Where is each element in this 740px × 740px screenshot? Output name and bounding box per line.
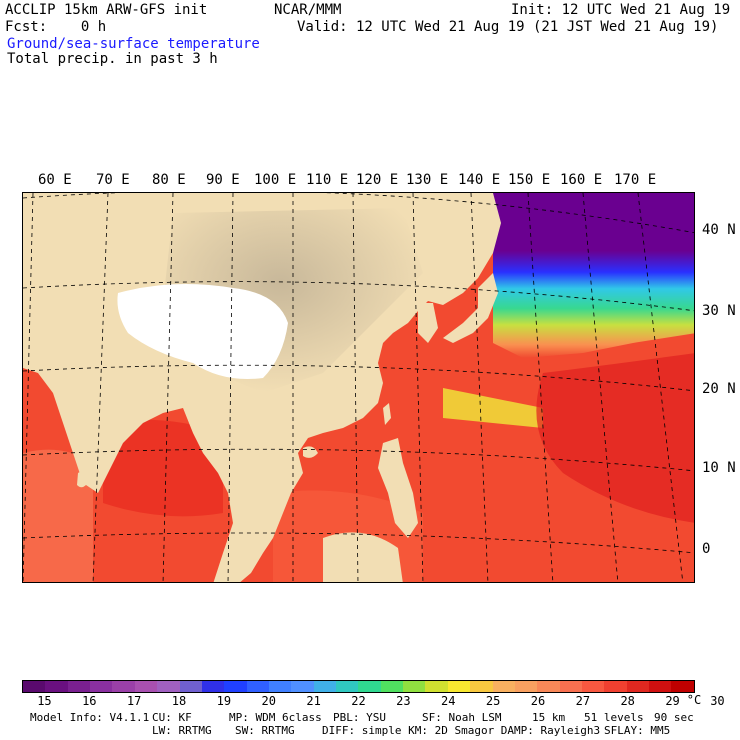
colorbar-swatch [671,681,693,692]
colorbar-tick-label: 29 [665,694,679,708]
footer-timestep: 90 sec [654,711,694,724]
latitude-label: 30 N [702,303,736,319]
longitude-label: 120 E [356,172,398,188]
colorbar-swatch [381,681,403,692]
colorbar-swatch [470,681,492,692]
colorbar-tick-label: 24 [441,694,455,708]
footer-levels: 51 levels [584,711,644,724]
colorbar-swatch [627,681,649,692]
longitude-label: 140 E [458,172,500,188]
longitude-label: 110 E [306,172,348,188]
temperature-map [22,192,695,583]
longitude-label: 80 E [152,172,186,188]
colorbar-tick-label: 19 [217,694,231,708]
colorbar-tick-label: 28 [620,694,634,708]
colorbar-swatch [135,681,157,692]
colorbar-tick-label: 21 [306,694,320,708]
colorbar-tick-label: 22 [351,694,365,708]
colorbar-swatch [23,681,45,692]
map-canvas [23,193,695,583]
init-time: Init: 12 UTC Wed 21 Aug 19 [511,2,730,18]
longitude-label: 100 E [254,172,296,188]
colorbar-swatch [560,681,582,692]
longitude-label: 160 E [560,172,602,188]
north-pacific-sst [493,193,695,358]
colorbar-tick-label: 17 [127,694,141,708]
colorbar-tick-label: 20 [262,694,276,708]
footer-lw: LW: RRTMG [152,724,212,737]
colorbar-tick-label: 30 [710,694,724,708]
colorbar-swatch [582,681,604,692]
footer-cu: CU: KF [152,711,192,724]
colorbar-tick-label: 15 [37,694,51,708]
footer-diff: DIFF: simple KM: 2D Smagor DAMP: Rayleig… [322,724,600,737]
colorbar-swatch [180,681,202,692]
colorbar-swatch [269,681,291,692]
longitude-label: 90 E [206,172,240,188]
colorbar-tick-label: 18 [172,694,186,708]
colorbar-unit: °C [687,693,701,707]
longitude-label: 60 E [38,172,72,188]
colorbar-swatch [291,681,313,692]
colorbar-swatch [45,681,67,692]
footer-sw: SW: RRTMG [235,724,295,737]
model-title: ACCLIP 15km ARW-GFS init [5,2,207,18]
field-title-temperature: Ground/sea-surface temperature [7,36,260,52]
colorbar-swatch [425,681,447,692]
colorbar-swatch [604,681,626,692]
footer-resolution: 15 km [532,711,565,724]
footer-mp: MP: WDM 6class [229,711,322,724]
colorbar-swatch [314,681,336,692]
colorbar-tick-label: 25 [486,694,500,708]
colorbar-swatch [202,681,224,692]
valid-time: Valid: 12 UTC Wed 21 Aug 19 (21 JST Wed … [297,19,718,35]
colorbar-swatch [403,681,425,692]
colorbar-swatch [68,681,90,692]
temperature-colorbar [22,680,695,693]
colorbar-swatch [90,681,112,692]
colorbar-tick-label: 23 [396,694,410,708]
forecast-hour: Fcst: 0 h [5,19,106,35]
longitude-label: 70 E [96,172,130,188]
footer-pbl: PBL: YSU [333,711,386,724]
colorbar-swatch [448,681,470,692]
colorbar-swatch [247,681,269,692]
longitude-label: 170 E [614,172,656,188]
longitude-label: 130 E [406,172,448,188]
latitude-label: 0 [702,541,710,557]
colorbar-swatch [157,681,179,692]
colorbar-swatch [493,681,515,692]
footer-model-info: Model Info: V4.1.1 [30,711,149,724]
colorbar-swatch [515,681,537,692]
colorbar-tick-label: 27 [576,694,590,708]
colorbar-swatch [358,681,380,692]
colorbar-swatch [537,681,559,692]
organization-label: NCAR/MMM [274,2,341,18]
colorbar-swatch [649,681,671,692]
latitude-label: 20 N [702,381,736,397]
footer-sf: SF: Noah LSM [422,711,501,724]
latitude-label: 40 N [702,222,736,238]
longitude-label: 150 E [508,172,550,188]
colorbar-swatch [224,681,246,692]
field-title-precip: Total precip. in past 3 h [7,51,218,67]
colorbar-swatch [336,681,358,692]
colorbar-swatch [112,681,134,692]
colorbar-tick-label: 16 [82,694,96,708]
footer-sflay: SFLAY: MM5 [604,724,670,737]
latitude-label: 10 N [702,460,736,476]
colorbar-tick-label: 26 [531,694,545,708]
